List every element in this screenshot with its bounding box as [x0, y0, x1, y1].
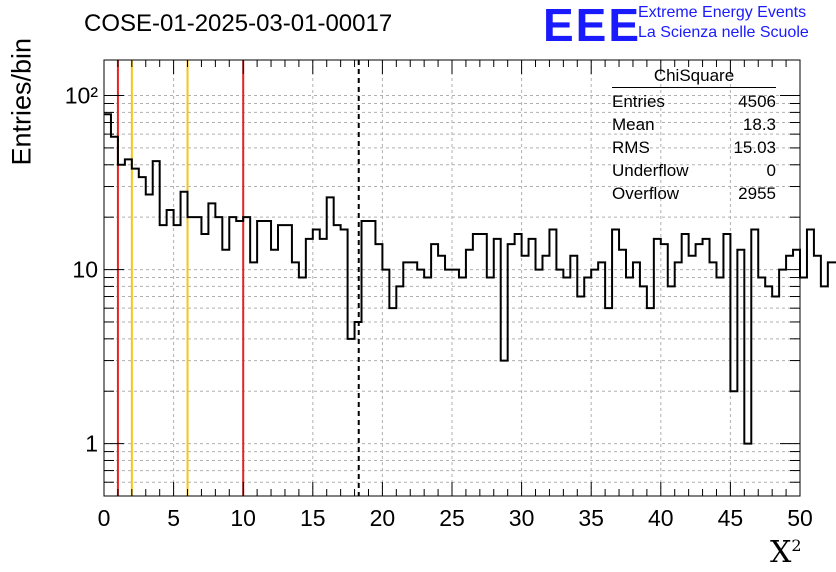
x-tick-label: 35: [578, 505, 604, 531]
stats-value: 0: [766, 161, 776, 180]
stats-row: Underflow 0: [612, 159, 776, 182]
x-tick-label: 5: [167, 505, 180, 531]
x-axis-label: X2: [770, 535, 802, 570]
x-tick-label: 50: [787, 505, 813, 531]
y-tick-label: 10²: [65, 83, 99, 109]
stats-row: Mean 18.3: [612, 113, 776, 136]
x-tick-label: 10: [230, 505, 256, 531]
stats-box: ChiSquare Entries 4506 Mean 18.3 RMS 15.03 …: [612, 66, 776, 205]
histogram-outline: [104, 113, 836, 445]
x-tick-label: 0: [98, 505, 111, 531]
marker-lines: [116, 60, 360, 496]
stats-label: Underflow: [612, 161, 689, 180]
stats-row: Entries 4506: [612, 90, 776, 113]
y-tick-label: 10: [72, 257, 98, 283]
x-tick-label: 45: [718, 505, 744, 531]
axis-ticks: 0 5 10 15 20 25 30 35 40 45 50 1 10 10²: [65, 60, 813, 531]
stats-row: Overflow 2955: [612, 182, 776, 205]
x-tick-label: 15: [300, 505, 326, 531]
x-axis-label-sup: 2: [791, 536, 802, 555]
eee-logo: EEE: [543, 0, 642, 51]
stats-title: ChiSquare: [612, 66, 776, 88]
x-tick-label: 40: [648, 505, 674, 531]
chart-title: COSE-01-2025-03-01-00017: [84, 10, 393, 37]
x-tick-label: 20: [370, 505, 396, 531]
org-line-2: La Scienza nelle Scuole: [638, 24, 809, 41]
stats-label: Entries: [612, 92, 665, 111]
org-line-1: Extreme Energy Events: [638, 4, 807, 21]
stats-row: RMS 15.03: [612, 136, 776, 159]
stats-value: 4506: [738, 92, 776, 111]
y-axis-label: Entries/bin: [6, 37, 37, 166]
x-axis-label-base: X: [770, 535, 792, 570]
stats-value: 2955: [738, 184, 776, 203]
stats-value: 18.3: [742, 115, 776, 134]
x-tick-label: 30: [509, 505, 535, 531]
x-tick-label: 25: [439, 505, 465, 531]
stats-label: Mean: [612, 115, 655, 134]
y-tick-label: 1: [85, 431, 98, 457]
stats-label: Overflow: [612, 184, 680, 203]
stats-label: RMS: [612, 138, 650, 157]
histogram-series: [104, 113, 836, 445]
org-name: Extreme Energy Events La Scienza nelle S…: [638, 3, 809, 43]
stats-value: 15.03: [733, 138, 776, 157]
